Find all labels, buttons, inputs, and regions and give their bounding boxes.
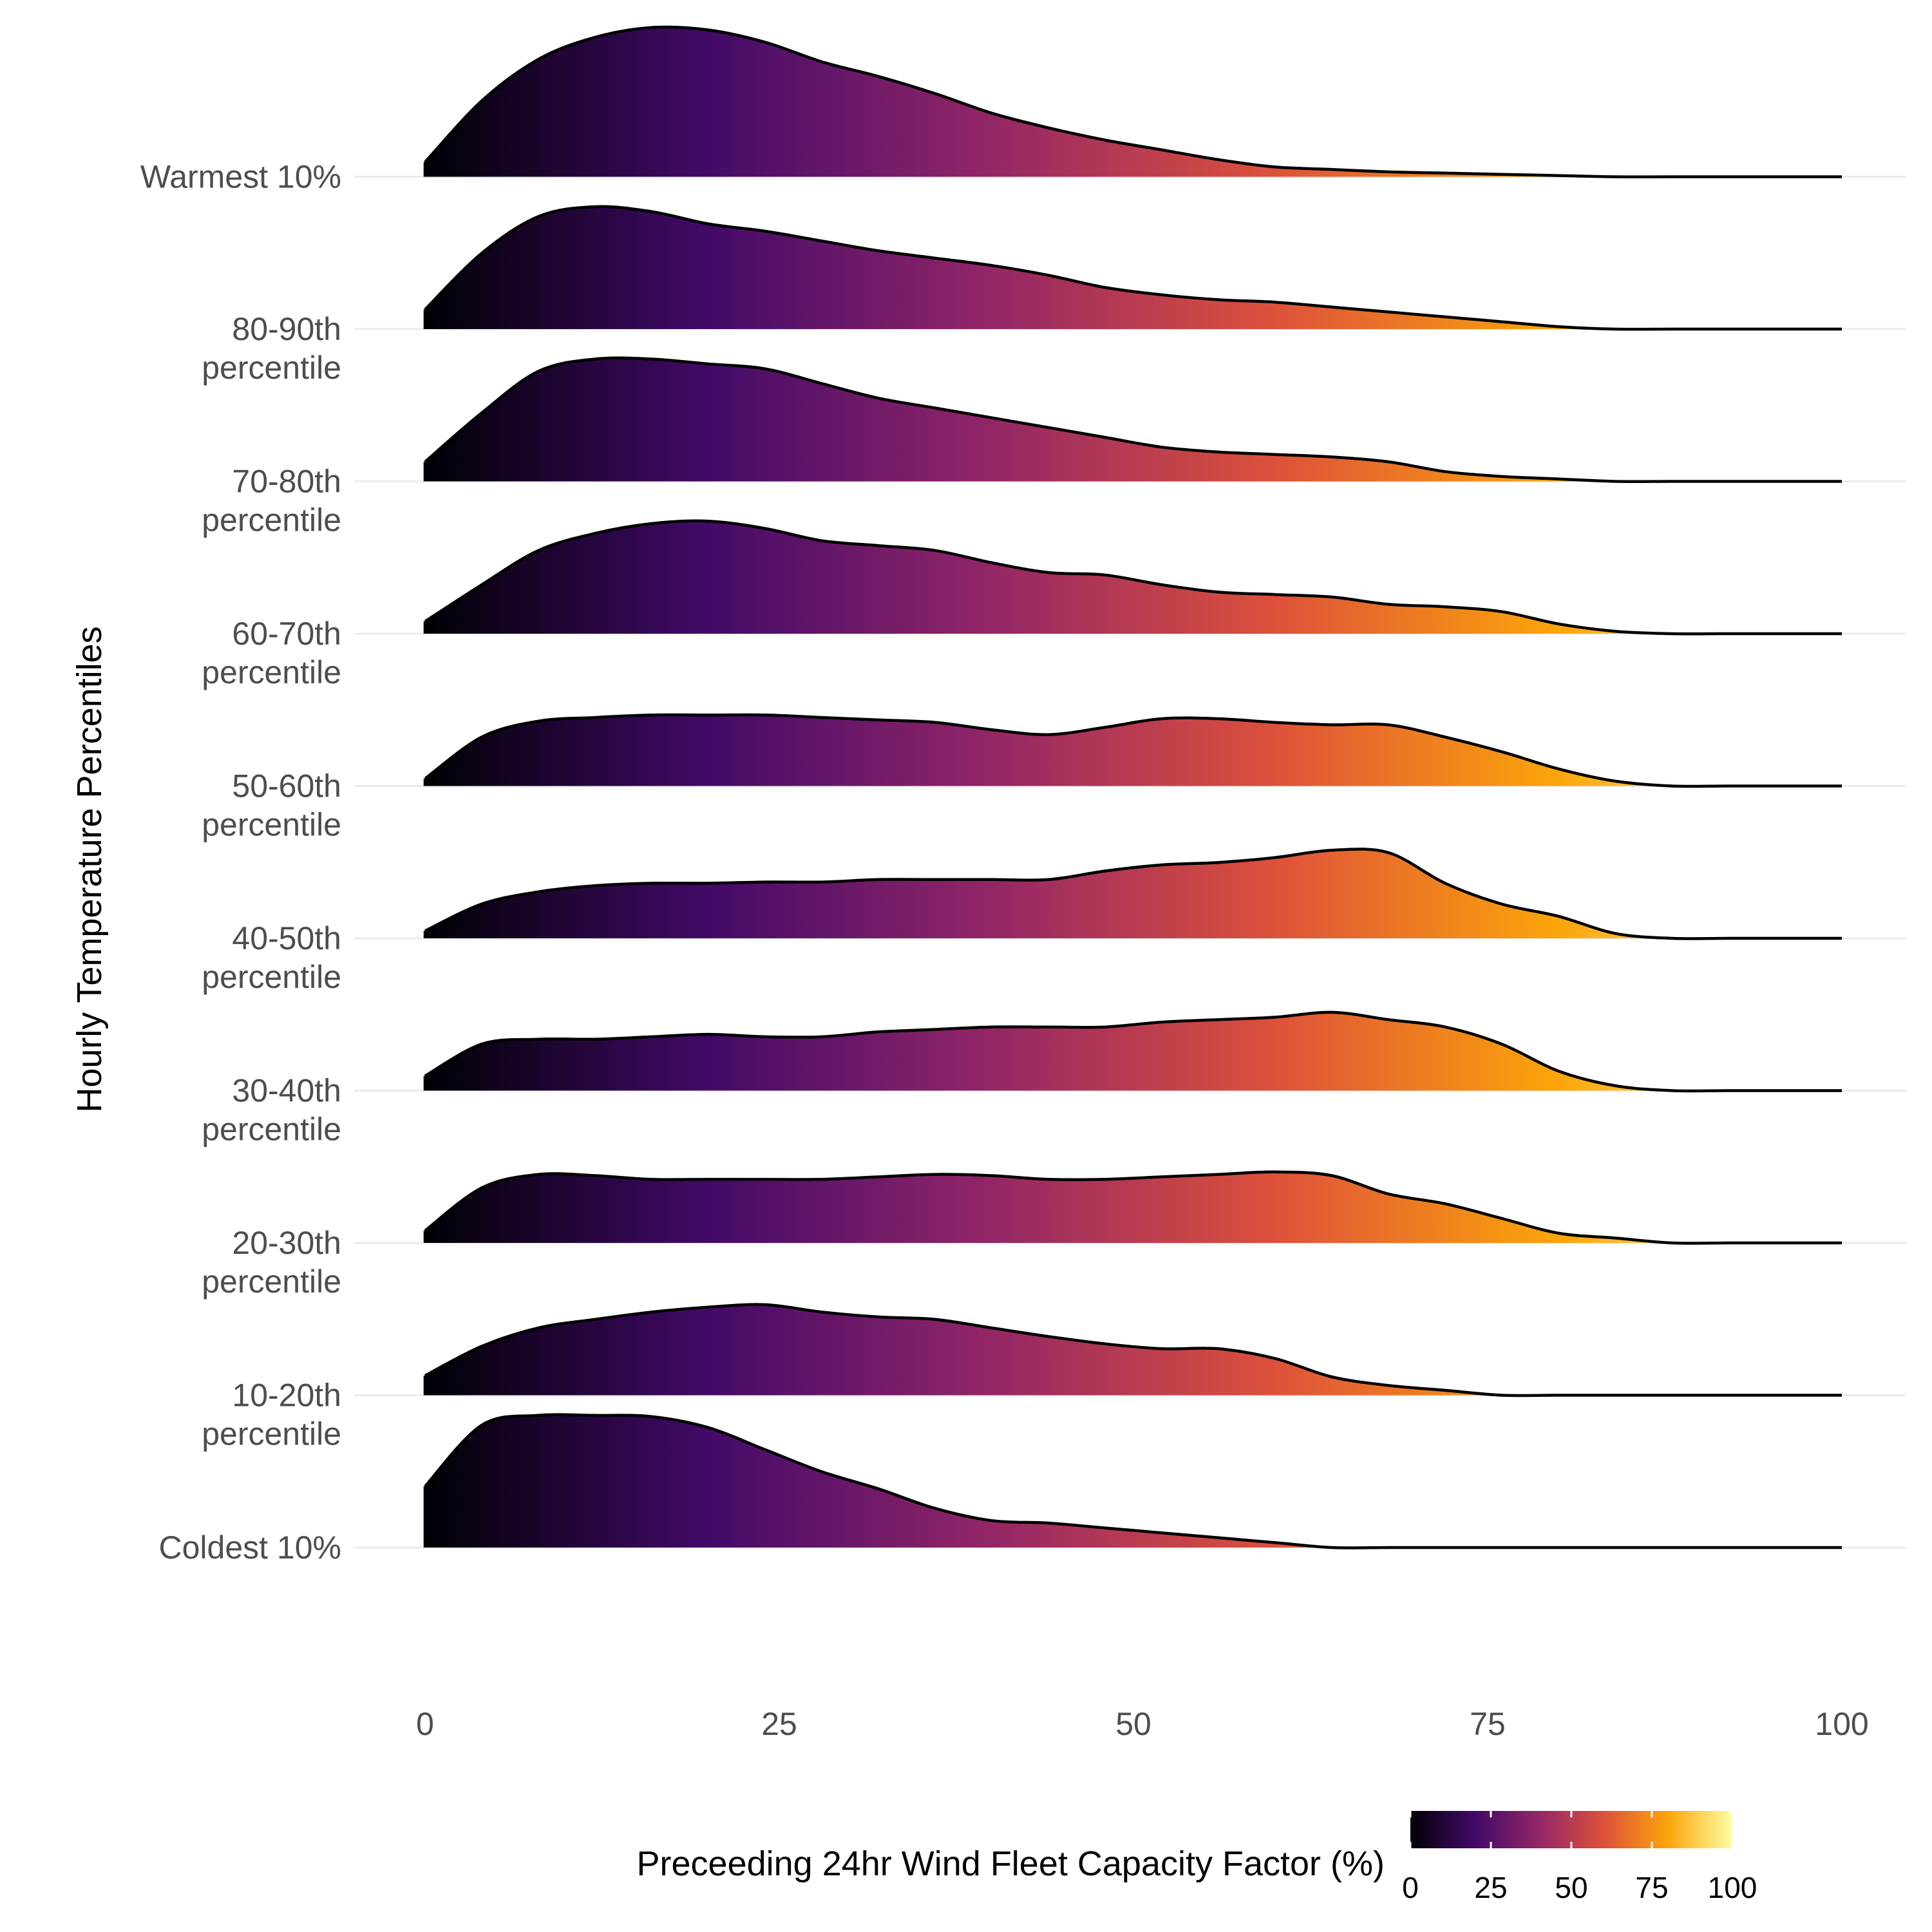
ridge-outline	[424, 519, 1842, 636]
ridge-outline	[424, 25, 1842, 178]
row-label-line: percentile	[202, 807, 341, 843]
ridge-area	[425, 1414, 1842, 1548]
row-label-line: 20-30th	[232, 1225, 341, 1261]
row-label-line: 80-90th	[232, 311, 341, 347]
ridge-area	[425, 520, 1842, 634]
row-label: Warmest 10%	[140, 159, 341, 195]
ridge-area	[425, 206, 1842, 330]
x-tick-label: 0	[416, 1706, 434, 1742]
row-label: 40-50th percentile	[202, 920, 341, 995]
row-label-line: percentile	[202, 502, 341, 538]
ridge-outline	[424, 1413, 1842, 1549]
row-label-line: 50-60th	[232, 768, 341, 804]
row-label-line: percentile	[202, 1416, 341, 1452]
ridge-outline	[424, 1303, 1842, 1397]
row-label-line: percentile	[202, 350, 341, 386]
row-label: 20-30th percentile	[202, 1225, 341, 1300]
ridge-outline	[424, 713, 1842, 788]
ridge-area	[425, 849, 1842, 939]
ridge-series	[423, 519, 1842, 636]
x-tick-label: 100	[1815, 1706, 1868, 1742]
row-label-line: percentile	[202, 654, 341, 690]
ridge-outline	[424, 356, 1842, 484]
ridge-outline	[424, 848, 1842, 940]
legend-tick-label: 50	[1555, 1871, 1587, 1904]
row-label-line: 10-20th	[232, 1378, 341, 1414]
row-label-line: Warmest 10%	[140, 159, 341, 195]
row-label-line: percentile	[202, 959, 341, 995]
ridge-area	[425, 357, 1842, 482]
row-label: 10-20th percentile	[202, 1378, 341, 1452]
legend-ticks: 0 25 50 75 100	[1402, 1811, 1757, 1904]
ridge-area	[425, 26, 1842, 177]
legend-tick-label: 0	[1402, 1871, 1419, 1904]
ridge-series	[423, 205, 1842, 331]
row-label: Coldest 10%	[159, 1530, 342, 1566]
ridge-area	[425, 715, 1842, 787]
ridge-series	[423, 1010, 1842, 1093]
row-label-line: percentile	[202, 1112, 341, 1148]
ridge-series	[423, 1303, 1842, 1397]
ridge-outline	[424, 1010, 1842, 1093]
legend-tick-label: 100	[1708, 1871, 1757, 1904]
ridge-area	[425, 1304, 1842, 1396]
x-tick-label: 50	[1115, 1706, 1151, 1742]
x-tick-label: 75	[1470, 1706, 1506, 1742]
row-label: 70-80th percentile	[202, 464, 341, 538]
row-label-line: 60-70th	[232, 616, 341, 652]
row-label-line: percentile	[202, 1264, 341, 1300]
row-label: 50-60th percentile	[202, 768, 341, 843]
ridge-area	[425, 1012, 1842, 1092]
ridge-series	[423, 713, 1842, 788]
ridge-outline	[424, 1170, 1842, 1245]
row-label-line: 40-50th	[232, 920, 341, 956]
ridge-outline	[424, 205, 1842, 331]
ridge-series	[423, 356, 1842, 484]
row-label-line: 70-80th	[232, 464, 341, 500]
ridge-series	[423, 25, 1842, 178]
legend-title: Preceeding 24hr Wind Fleet Capacity Fact…	[637, 1844, 1385, 1883]
legend-tick-label: 75	[1635, 1871, 1668, 1904]
row-label-line: 30-40th	[232, 1073, 341, 1109]
x-axis-ticks: 0 25 50 75 100	[416, 1706, 1869, 1742]
row-label: 80-90th percentile	[202, 311, 341, 386]
ridges	[423, 25, 1842, 1549]
x-tick-label: 25	[761, 1706, 797, 1742]
ridge-series	[423, 848, 1842, 940]
y-axis-title: Hourly Temperature Percentiles	[70, 626, 109, 1112]
ridge-series	[423, 1170, 1842, 1245]
ridge-area	[425, 1171, 1842, 1244]
legend-tick-label: 25	[1474, 1871, 1507, 1904]
ridge-series	[423, 1413, 1842, 1549]
row-label: 30-40th percentile	[202, 1073, 341, 1148]
row-label-line: Coldest 10%	[159, 1530, 342, 1566]
row-label: 60-70th percentile	[202, 616, 341, 690]
legend: Preceeding 24hr Wind Fleet Capacity Fact…	[637, 1811, 1757, 1904]
